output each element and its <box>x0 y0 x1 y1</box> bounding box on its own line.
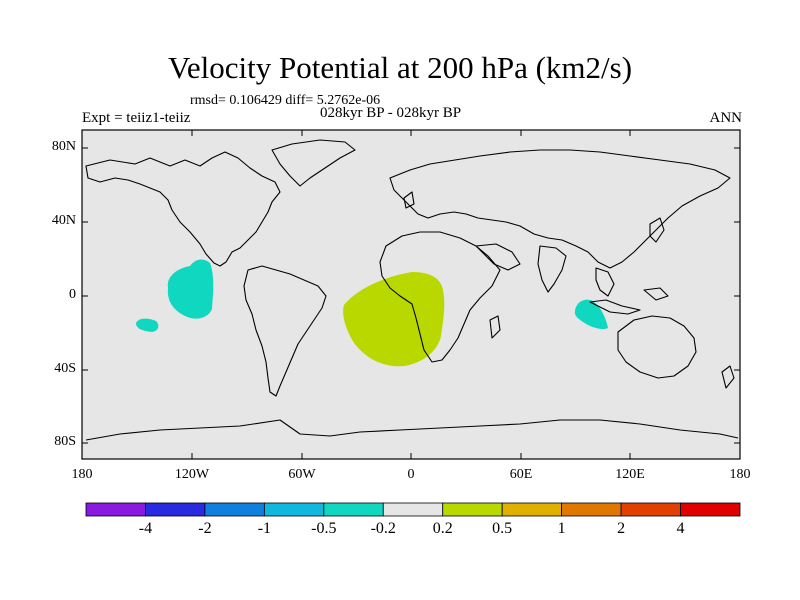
colorbar-label: -0.5 <box>311 520 337 537</box>
colorbar-label: -0.2 <box>370 520 396 537</box>
lat-label: 80N <box>51 139 76 154</box>
lat-label: 40S <box>54 361 76 376</box>
subtitle: 028kyr BP - 028kyr BP <box>320 105 462 121</box>
lon-label: 120W <box>174 467 210 482</box>
lat-label: 80S <box>54 434 76 449</box>
lon-label: 60E <box>509 467 533 482</box>
indian-ocean-anomaly <box>574 299 608 330</box>
colorbar <box>85 502 741 517</box>
colorbar-swatch <box>85 502 146 517</box>
colorbar-label: 0.5 <box>492 520 513 537</box>
colorbar-swatch <box>204 502 265 517</box>
south-atlantic-anomaly <box>343 272 445 367</box>
colorbar-swatch <box>263 502 325 517</box>
colorbar-label: 0.2 <box>432 520 453 537</box>
south-pacific-anomaly <box>136 318 159 332</box>
colorbar-label: 4 <box>676 520 685 537</box>
colorbar-label: -2 <box>198 520 212 537</box>
axis-ticks <box>81 130 741 459</box>
plot-title: Velocity Potential at 200 hPa (km2/s) <box>167 50 633 85</box>
colorbar-label: -1 <box>257 520 272 537</box>
lon-label: 0 <box>407 467 415 482</box>
experiment-label: Expt = teiiz1-teiiz <box>82 110 191 126</box>
lon-label: 120E <box>615 467 645 482</box>
colorbar-label: -4 <box>138 520 153 537</box>
colorbar-swatch <box>620 502 681 517</box>
stats-text: rmsd= 0.106429 diff= 5.2762e-06 <box>190 93 381 108</box>
season-label: ANN <box>709 110 743 126</box>
colorbar-swatch <box>680 502 741 517</box>
colorbar-swatch <box>382 502 444 517</box>
east-pacific-anomaly <box>167 259 214 319</box>
lon-label: 180 <box>729 467 751 482</box>
lon-label: 60W <box>288 467 316 482</box>
colorbar-label: 2 <box>617 520 626 537</box>
colorbar-swatch <box>323 502 384 517</box>
lat-label: 40N <box>51 213 76 228</box>
lat-label: 0 <box>69 287 76 302</box>
coastlines <box>85 139 739 441</box>
colorbar-swatch <box>561 502 622 517</box>
colorbar-label: 1 <box>557 520 566 537</box>
lon-label: 180 <box>71 467 93 482</box>
colorbar-swatch <box>501 502 563 517</box>
colorbar-swatch <box>442 502 503 517</box>
colorbar-swatch <box>145 502 206 517</box>
